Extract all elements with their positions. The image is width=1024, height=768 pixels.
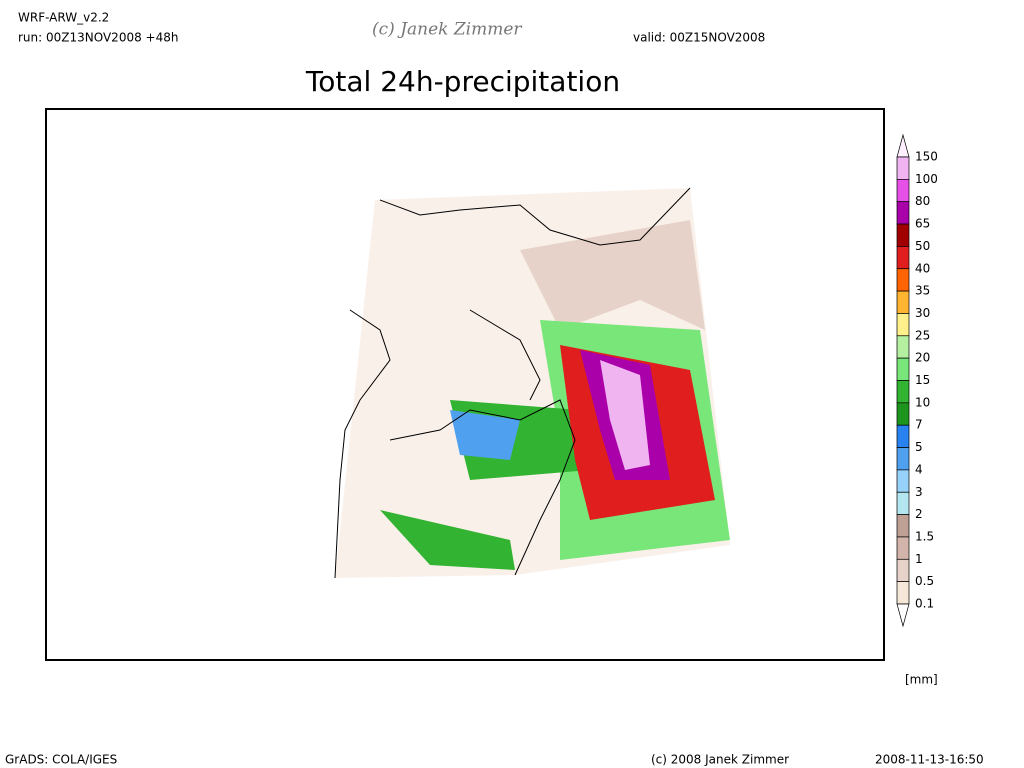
valid-label: valid: 00Z15NOV2008 — [633, 31, 765, 45]
timestamp-label: 2008-11-13-16:50 — [875, 753, 984, 767]
precip-area — [520, 220, 705, 330]
colorbar-label: 150 — [915, 150, 938, 164]
colorbar-label: 15 — [915, 373, 930, 387]
colorbar-label: 50 — [915, 239, 930, 253]
border — [389, 399, 576, 576]
border — [469, 309, 541, 401]
colorbar-box — [896, 179, 910, 203]
colorbar-label: 1 — [915, 552, 923, 566]
colorbar-cap — [896, 603, 910, 628]
colorbar-box — [896, 469, 910, 493]
colorbar-box — [896, 447, 910, 471]
colorbar-label: 1.5 — [915, 529, 934, 543]
colorbar-label: 7 — [915, 418, 923, 432]
colorbar-box — [896, 223, 910, 247]
colorbar-box — [896, 268, 910, 292]
colorbar-label: 30 — [915, 306, 930, 320]
colorbar-label: 2 — [915, 507, 923, 521]
precip-area — [380, 510, 515, 570]
colorbar-label: 100 — [915, 172, 938, 186]
watermark: (c) Janek Zimmer — [372, 20, 522, 40]
colorbar-label: 0.1 — [915, 597, 934, 611]
colorbar-label: 3 — [915, 485, 923, 499]
precip-area — [600, 360, 650, 470]
colorbar-box — [896, 380, 910, 404]
colorbar-label: 40 — [915, 261, 930, 275]
colorbar-box — [896, 357, 910, 381]
coastline — [379, 187, 691, 246]
colorbar-cap — [896, 133, 910, 158]
colorbar: 150 100 80 65 50 40 35 30 25 20 15 10 7 5 4 3 2 1.5 1 0.5 0.… — [896, 133, 938, 628]
model-label: WRF-ARW_v2.2 — [18, 11, 109, 25]
colorbar-label: 20 — [915, 351, 930, 365]
colorbar-label: 80 — [915, 194, 930, 208]
colorbar-label: 10 — [915, 395, 930, 409]
unit-label: [mm] — [905, 673, 938, 687]
colorbar-label: 5 — [915, 440, 923, 454]
colorbar-label: 4 — [915, 462, 923, 476]
colorbar-box — [896, 581, 910, 605]
copyright-label: (c) 2008 Janek Zimmer — [651, 753, 789, 767]
colorbar-box — [896, 246, 910, 270]
precip-area — [450, 410, 520, 460]
software-label: GrADS: COLA/IGES — [5, 753, 117, 767]
colorbar-box — [896, 335, 910, 359]
colorbar-label: 25 — [915, 328, 930, 342]
colorbar-box — [896, 402, 910, 426]
colorbar-box — [896, 558, 910, 582]
colorbar-label: 0.5 — [915, 574, 934, 588]
colorbar-label: 65 — [915, 217, 930, 231]
colorbar-box — [896, 156, 910, 180]
coastline — [334, 309, 391, 579]
colorbar-box — [896, 514, 910, 538]
colorbar-box — [896, 536, 910, 560]
colorbar-box — [896, 201, 910, 225]
map-title: Total 24h-precipitation — [305, 65, 620, 98]
colorbar-label: 35 — [915, 284, 930, 298]
run-label: run: 00Z13NOV2008 +48h — [18, 31, 178, 45]
map-field — [334, 187, 730, 579]
colorbar-box — [896, 424, 910, 448]
colorbar-box — [896, 313, 910, 337]
colorbar-box — [896, 290, 910, 314]
colorbar-box — [896, 491, 910, 515]
